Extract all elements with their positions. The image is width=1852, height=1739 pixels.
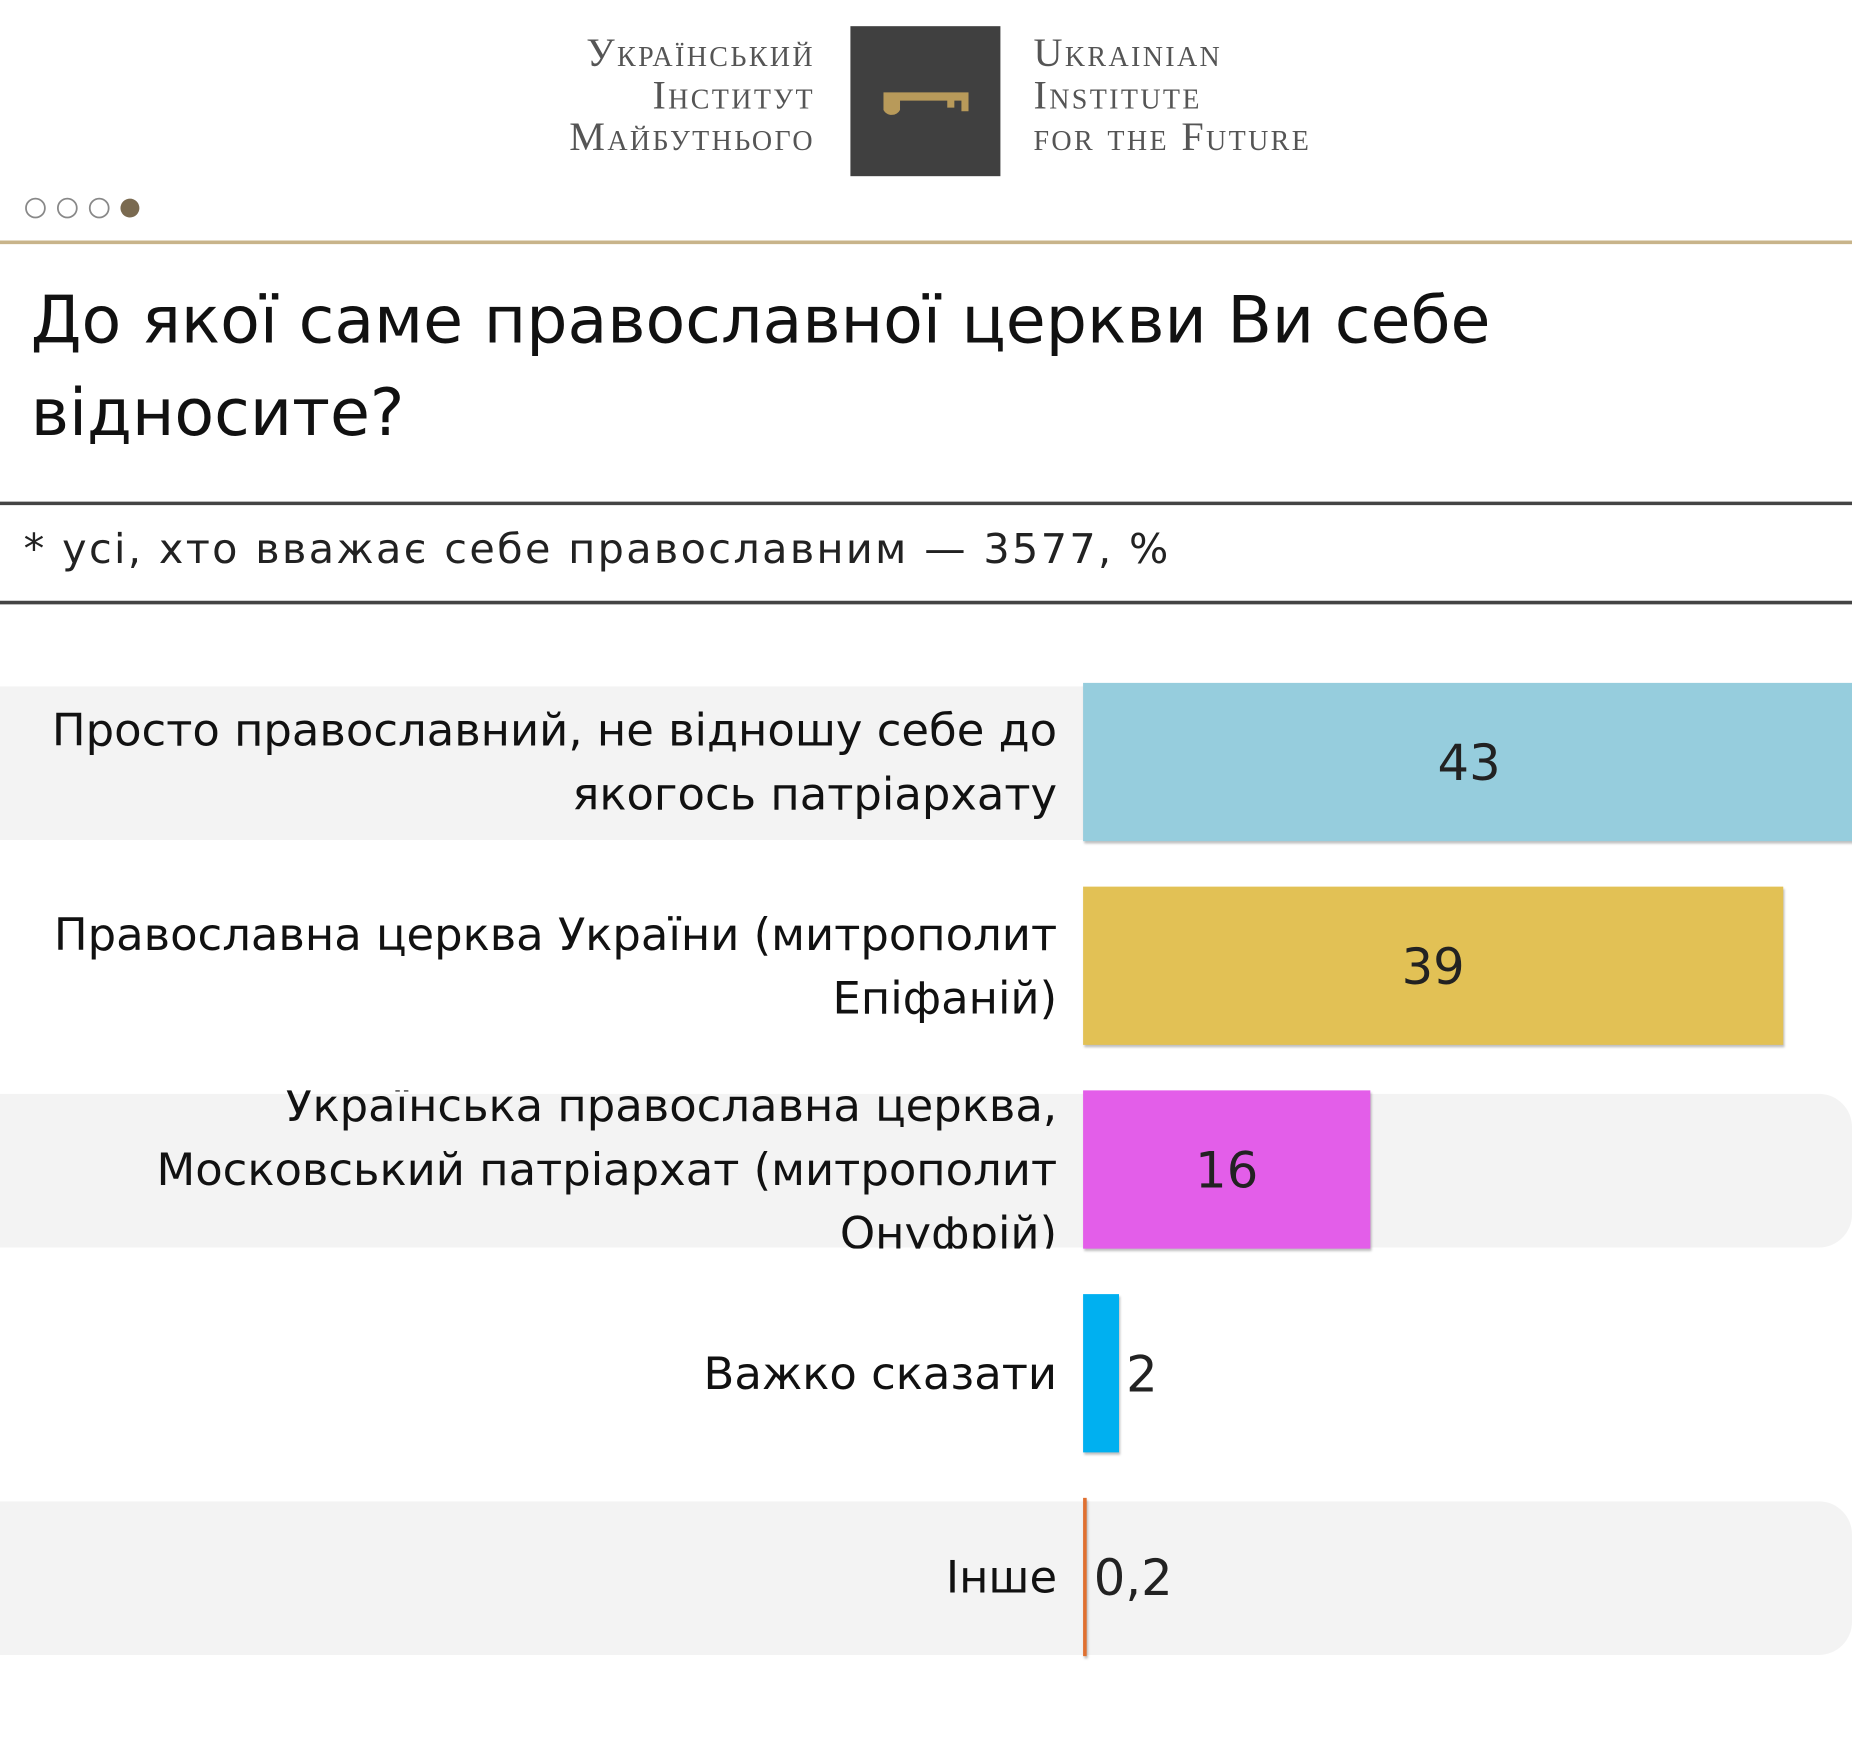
bar: [1083, 1294, 1119, 1453]
logo-text: for the Future: [1033, 114, 1311, 159]
logo-key: [883, 92, 969, 115]
category-box: Інше: [945, 1551, 1058, 1603]
title-box: До якої саме православної церкви Ви себе…: [30, 282, 1491, 451]
value-label: 16: [1195, 1142, 1258, 1200]
category-label: Важко сказати: [703, 1347, 1058, 1400]
pager-dot[interactable]: [56, 197, 78, 219]
chart-subtitle: * усі, хто вважає себе православним — 35…: [24, 525, 1171, 573]
category-label: Просто православний, не відношу себе до …: [51, 704, 1058, 820]
logo-text: Інститут: [652, 73, 815, 118]
logo-text: Майбутнього: [569, 114, 815, 159]
category-label: Українська православна церква, Московськ…: [156, 1090, 1058, 1249]
category-box: Просто православний, не відношу себе до …: [51, 704, 1058, 820]
pager-dot[interactable]: [120, 198, 140, 218]
logo-text: Institute: [1033, 73, 1201, 118]
row-background: [0, 1501, 1852, 1655]
category-box: Православна церква України (митрополит Е…: [53, 907, 1058, 1024]
value-label: 39: [1402, 938, 1465, 996]
logo-text: Ukrainian: [1033, 30, 1222, 75]
logo-text: Український: [586, 30, 815, 75]
chart-title: До якої саме православної церкви Ви себе…: [30, 282, 1491, 451]
category-label: Інше: [945, 1551, 1058, 1603]
value-label: 2: [1126, 1345, 1158, 1403]
row-background: [0, 1093, 1852, 1248]
logo: Український Інститут Майбутнього Ukraini…: [569, 26, 1311, 177]
logo-box: [850, 26, 1001, 177]
category-box: Українська православна церква, Московськ…: [156, 1090, 1058, 1249]
bar: [1083, 1090, 1371, 1249]
bar: [1083, 682, 1852, 842]
category-box: Важко сказати: [703, 1347, 1058, 1400]
bar: [1083, 886, 1784, 1045]
pager-dot[interactable]: [88, 197, 110, 219]
value-label: 43: [1438, 734, 1501, 792]
pager-dot[interactable]: [25, 197, 46, 219]
category-label: Православна церква України (митрополит Е…: [53, 907, 1058, 1024]
value-label: 0,2: [1094, 1549, 1173, 1607]
pager: [25, 197, 140, 219]
bar: [1083, 1497, 1087, 1657]
